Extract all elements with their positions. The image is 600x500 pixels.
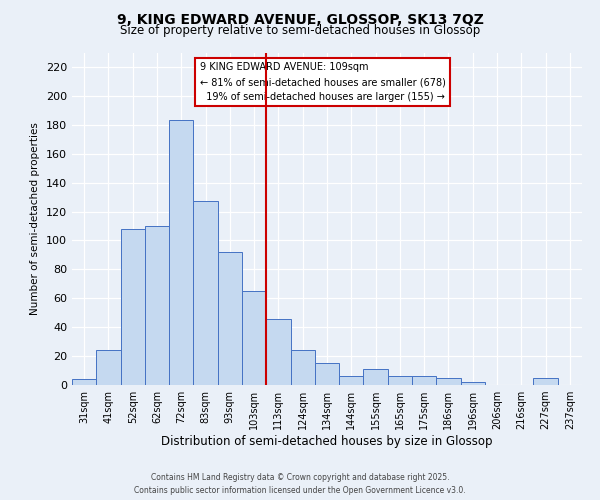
Bar: [193, 202, 218, 385]
Y-axis label: Number of semi-detached properties: Number of semi-detached properties: [31, 122, 40, 315]
Text: Size of property relative to semi-detached houses in Glossop: Size of property relative to semi-detach…: [120, 24, 480, 37]
Bar: [218, 252, 242, 385]
Bar: [96, 350, 121, 385]
X-axis label: Distribution of semi-detached houses by size in Glossop: Distribution of semi-detached houses by …: [161, 435, 493, 448]
Text: 9 KING EDWARD AVENUE: 109sqm
← 81% of semi-detached houses are smaller (678)
  1: 9 KING EDWARD AVENUE: 109sqm ← 81% of se…: [199, 62, 445, 102]
Bar: [290, 350, 315, 385]
Bar: [436, 378, 461, 385]
Bar: [461, 382, 485, 385]
Bar: [533, 378, 558, 385]
Bar: [388, 376, 412, 385]
Bar: [145, 226, 169, 385]
Bar: [412, 376, 436, 385]
Bar: [364, 369, 388, 385]
Bar: [72, 379, 96, 385]
Bar: [339, 376, 364, 385]
Bar: [242, 291, 266, 385]
Bar: [315, 364, 339, 385]
Bar: [169, 120, 193, 385]
Bar: [266, 318, 290, 385]
Text: 9, KING EDWARD AVENUE, GLOSSOP, SK13 7QZ: 9, KING EDWARD AVENUE, GLOSSOP, SK13 7QZ: [116, 12, 484, 26]
Bar: [121, 229, 145, 385]
Text: Contains HM Land Registry data © Crown copyright and database right 2025.
Contai: Contains HM Land Registry data © Crown c…: [134, 474, 466, 495]
